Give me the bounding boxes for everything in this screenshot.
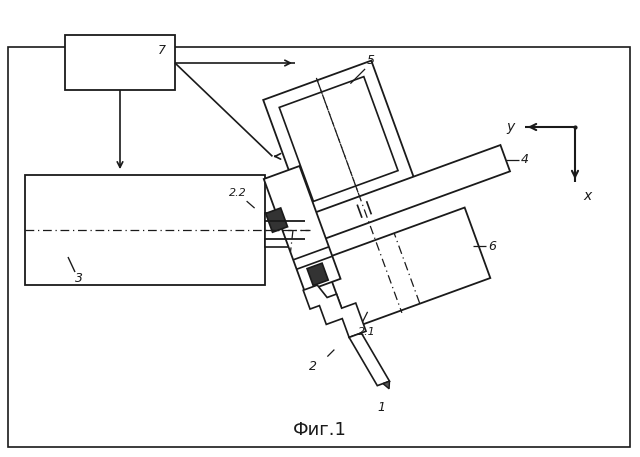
Text: 1: 1 (377, 401, 385, 414)
Text: y: y (507, 120, 515, 134)
Polygon shape (307, 263, 328, 286)
Polygon shape (303, 145, 510, 243)
Text: 6: 6 (488, 239, 496, 253)
Text: 4: 4 (520, 154, 529, 166)
Bar (265, 213, 293, 247)
Polygon shape (303, 285, 366, 337)
Bar (8, 47, 630, 447)
Text: Фиг.1: Фиг.1 (293, 421, 347, 439)
Text: 5: 5 (367, 54, 375, 67)
Text: 7: 7 (158, 44, 166, 57)
Polygon shape (279, 77, 398, 202)
Polygon shape (264, 166, 340, 292)
Polygon shape (266, 208, 287, 232)
Text: 2.2: 2.2 (228, 188, 246, 198)
Polygon shape (263, 61, 414, 218)
Text: 2: 2 (309, 360, 317, 372)
Bar (25, 175, 265, 285)
Text: x: x (583, 189, 591, 203)
Bar (65, 35, 175, 90)
Polygon shape (324, 207, 490, 329)
Polygon shape (349, 333, 390, 386)
Polygon shape (383, 381, 390, 389)
Text: 2.1: 2.1 (358, 327, 375, 337)
Text: 3: 3 (75, 272, 83, 285)
